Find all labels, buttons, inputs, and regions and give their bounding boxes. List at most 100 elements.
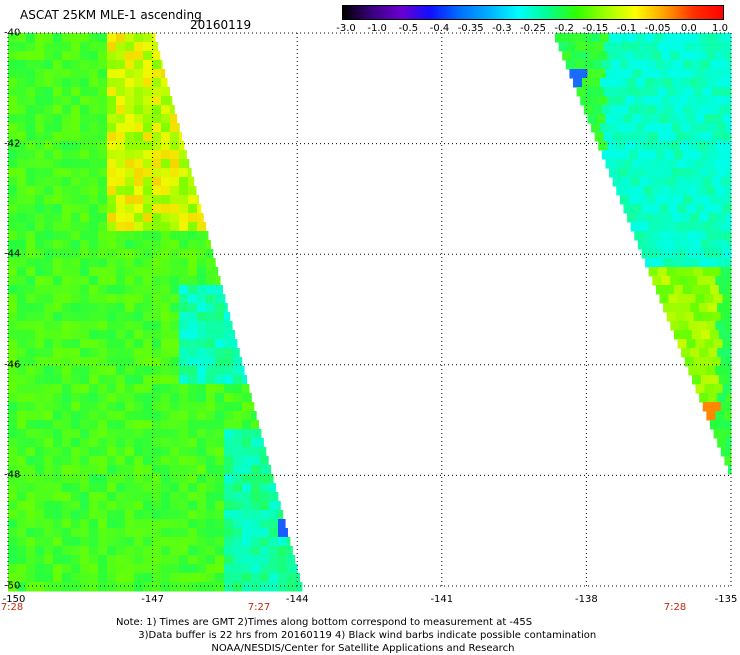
swath-cell: [711, 42, 722, 52]
swath-cell: [717, 33, 727, 43]
swath-cell: [659, 69, 669, 79]
swath-cell: [134, 51, 144, 61]
swath-cell: [26, 195, 36, 205]
swath-cell: [53, 195, 63, 205]
swath-cell: [125, 267, 135, 277]
swath-cell: [224, 321, 233, 331]
swath-cell: [627, 168, 637, 178]
swath-cell: [632, 159, 642, 169]
swath-cell: [601, 60, 612, 70]
swath-cell: [161, 141, 171, 151]
swath-cell: [44, 186, 54, 196]
swath-cell: [713, 249, 723, 259]
swath-cell: [618, 78, 628, 88]
swath-cell: [35, 51, 45, 61]
swath-cell: [697, 276, 707, 286]
swath-cell: [107, 519, 117, 529]
swath-cell: [601, 105, 612, 115]
swath-cell: [152, 303, 162, 313]
swath-cell: [53, 492, 63, 502]
swath-cell: [116, 285, 126, 295]
swath-cell: [35, 519, 45, 529]
swath-cell: [215, 564, 225, 574]
swath-cell: [71, 267, 81, 277]
swath-cell: [197, 285, 207, 295]
swath-cell: [675, 42, 686, 52]
swath-cell: [44, 348, 54, 358]
swath-cell: [715, 276, 725, 286]
swath-cell: [188, 330, 198, 340]
swath-cell: [251, 492, 261, 502]
swath-cell: [188, 186, 197, 196]
swath-cell: [26, 447, 36, 457]
swath-cell: [107, 537, 117, 547]
swath-cell: [161, 177, 171, 187]
swath-cell: [152, 366, 162, 376]
swath-cell: [125, 258, 135, 268]
swath-cell: [700, 150, 711, 160]
swath-cell: [585, 42, 596, 52]
swath-cell: [107, 60, 117, 70]
swath-cell: [179, 393, 189, 403]
swath-cell: [71, 321, 81, 331]
swath-cell: [143, 375, 153, 385]
swath-cell: [726, 258, 732, 268]
swath-cell: [643, 231, 653, 241]
swath-cell: [17, 168, 27, 178]
swath-cell: [673, 240, 684, 250]
swath-cell: [152, 258, 162, 268]
swath-cell: [17, 195, 27, 205]
swath-cell: [26, 510, 36, 520]
swath-cell: [125, 501, 135, 511]
swath-cell: [134, 510, 144, 520]
swath-cell: [663, 303, 673, 313]
swath-cell: [80, 321, 90, 331]
swath-cell: [693, 357, 704, 367]
swath-cell: [720, 177, 731, 187]
swath-cell: [188, 393, 198, 403]
swath-cell: [134, 177, 144, 187]
swath-cell: [695, 159, 705, 169]
swath-cell: [8, 51, 18, 61]
swath-cell: [80, 141, 90, 151]
swath-cell: [107, 51, 117, 61]
swath-cell: [125, 42, 135, 52]
swath-cell: [686, 69, 696, 79]
swath-cell: [580, 96, 590, 106]
swath-cell: [71, 303, 81, 313]
swath-cell: [197, 573, 207, 583]
swath-cell: [179, 348, 189, 358]
swath-cell: [89, 411, 99, 421]
swath-cell: [125, 321, 135, 331]
swath-cell: [89, 33, 99, 43]
swath-cell: [684, 42, 695, 52]
swath-cell: [98, 510, 108, 520]
swath-cell: [116, 438, 126, 448]
swath-cell: [89, 249, 99, 259]
swath-cell: [702, 267, 713, 277]
swath-cell: [80, 438, 90, 448]
swath-cell: [35, 213, 45, 223]
swath-cell: [673, 195, 684, 205]
swath-cell: [170, 204, 180, 214]
swath-cell: [62, 429, 72, 439]
swath-cell: [691, 105, 702, 115]
swath-cell: [116, 60, 126, 70]
swath-cell: [161, 348, 171, 358]
swath-cell: [26, 294, 36, 304]
swath-cell: [233, 528, 243, 538]
swath-cell: [161, 564, 171, 574]
swath-cell: [152, 195, 162, 205]
swath-cell: [26, 528, 36, 538]
swath-cell: [260, 546, 270, 556]
swath-cell: [634, 141, 644, 151]
swath-cell: [623, 69, 633, 79]
colorbar-tick-label: -0.1: [616, 23, 637, 34]
swath-cell: [80, 231, 90, 241]
swath-cell: [116, 555, 126, 565]
swath-cell: [62, 447, 72, 457]
swath-cell: [107, 132, 117, 142]
swath-cell: [89, 87, 99, 97]
swath-cell: [242, 474, 252, 484]
swath-cell: [62, 501, 72, 511]
